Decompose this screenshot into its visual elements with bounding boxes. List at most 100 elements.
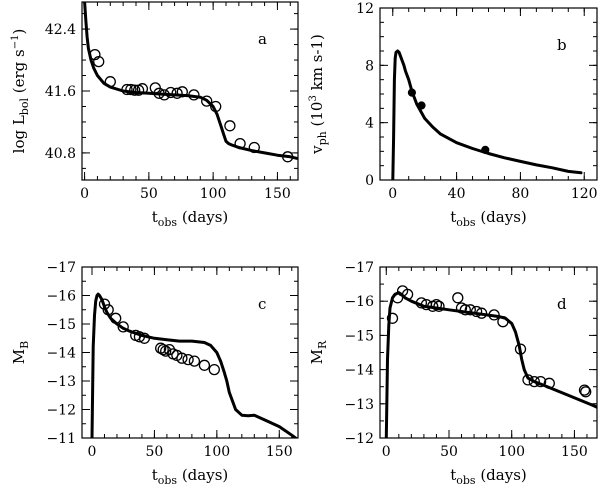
data-point (475, 307, 488, 319)
x-tick-label: 150 (264, 186, 291, 202)
y-tick-label: −17 (344, 260, 374, 276)
model-curve (384, 291, 597, 438)
data-point (201, 95, 213, 107)
y-tick-label: 0 (365, 173, 374, 189)
y-tick-label: 4 (365, 116, 374, 132)
y-tick-label: 41.6 (45, 84, 76, 100)
data-point (488, 309, 500, 321)
y-tick-label: −16 (46, 289, 76, 305)
data-point (282, 151, 294, 163)
data-point (464, 304, 476, 316)
y-tick-label: −14 (46, 346, 76, 362)
data-point (234, 137, 246, 150)
y-tick-label: 40.8 (45, 146, 76, 162)
data-point (136, 83, 149, 95)
data-layer (384, 285, 597, 438)
data-point (528, 375, 540, 388)
data-point (125, 83, 137, 96)
data-point (459, 304, 471, 316)
x-tick-label: 0 (80, 186, 89, 202)
data-point (188, 355, 201, 367)
x-tick-label: 80 (511, 186, 529, 202)
x-axis-label: tobs (days) (152, 466, 229, 487)
panel-letter: c (258, 295, 266, 313)
y-tick-label: −14 (344, 363, 374, 379)
data-point (534, 375, 547, 388)
data-point (176, 86, 188, 98)
y-tick-label: −11 (46, 431, 76, 447)
panel-letter: d (557, 295, 567, 313)
data-layer (391, 49, 583, 180)
data-point (514, 343, 527, 355)
data-point (182, 353, 194, 366)
data-point (210, 100, 222, 113)
panel-d: 0 50 100 150 −12 −13 −14 −15 −16 −17 d tobs (days) M… (308, 260, 598, 487)
panel-letter: a (258, 30, 267, 48)
data-point (138, 332, 151, 344)
x-tick-label: 50 (146, 444, 164, 460)
data-point (224, 120, 236, 132)
data-point (121, 83, 133, 96)
model-curve (83, 2, 298, 160)
data-point (198, 359, 211, 371)
x-tick-label: 150 (561, 444, 588, 460)
y-tick-label: 42.4 (45, 22, 76, 38)
data-point (188, 89, 200, 101)
y-axis-label: log Lbol (erg s−1) (10, 29, 31, 154)
x-tick-label: 0 (88, 444, 97, 460)
panel-c: 0 50 100 150 −11 −12 −13 −14 −15 −16 −17 c tobs (day… (10, 260, 299, 487)
y-tick-label: 8 (365, 58, 374, 74)
data-point (417, 101, 426, 110)
y-tick-label: −13 (344, 397, 374, 413)
y-tick-label: −16 (344, 294, 374, 310)
data-point (104, 76, 116, 88)
data-layer (90, 292, 297, 438)
x-tick-label: 40 (448, 186, 466, 202)
panel-letter: b (557, 36, 567, 54)
data-point (401, 288, 414, 301)
data-point (89, 48, 101, 61)
x-axis-label: tobs (days) (152, 208, 229, 229)
x-tick-label: 50 (140, 186, 158, 202)
data-point (415, 297, 428, 309)
data-point (578, 384, 591, 396)
data-point (158, 89, 170, 101)
data-point (481, 145, 490, 154)
data-point (129, 84, 141, 96)
data-point (117, 321, 129, 333)
y-tick-label: −12 (46, 403, 76, 419)
data-point (543, 377, 555, 389)
plot-frame (81, 266, 299, 439)
data-point (497, 316, 509, 328)
data-point (153, 87, 165, 99)
x-tick-label: 100 (200, 186, 227, 202)
y-tick-label: −15 (344, 328, 374, 344)
data-point (98, 298, 111, 310)
data-layer (83, 2, 298, 163)
panel-b: 0 40 80 120 0 4 8 12 b tobs (days) vph (103 km s-1… (308, 1, 598, 229)
y-axis-label: MR (308, 340, 329, 364)
y-tick-label: −13 (46, 374, 76, 390)
data-point (176, 352, 188, 364)
data-point (157, 343, 169, 356)
x-tick-label: 100 (498, 444, 525, 460)
data-point (110, 312, 122, 324)
y-tick-label: 12 (356, 1, 374, 17)
y-axis-label: MB (10, 341, 31, 364)
data-point (433, 300, 445, 312)
x-tick-label: 150 (266, 444, 293, 460)
model-curve (391, 49, 583, 180)
data-point (248, 141, 260, 154)
data-point (208, 363, 220, 376)
x-tick-label: 0 (382, 444, 391, 460)
panel-a: 0 50 100 150 40.8 41.6 42.4 a tobs (days) log Lbo… (10, 1, 299, 229)
data-point (430, 298, 443, 311)
data-point (580, 386, 592, 398)
x-tick-label: 0 (388, 186, 397, 202)
y-tick-label: −12 (344, 431, 374, 447)
data-point (522, 374, 534, 386)
x-axis-label: tobs (days) (450, 208, 527, 229)
data-point (102, 304, 114, 316)
y-axis-label: vph (103 km s-1) (308, 34, 329, 155)
